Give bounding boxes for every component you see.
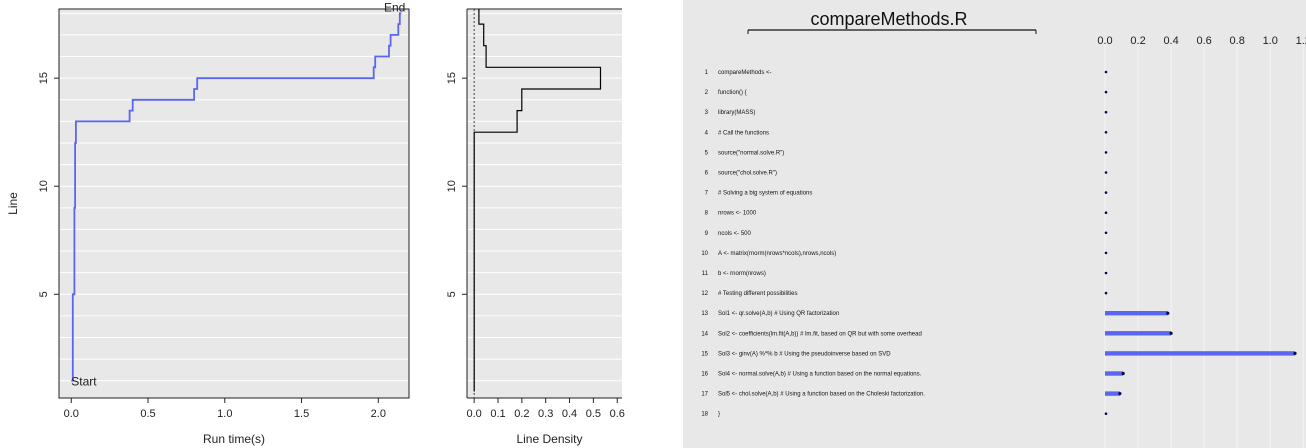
runtime-series-line [71, 12, 402, 382]
density-y-tick-label: 15 [446, 72, 458, 84]
code-bar [1105, 391, 1120, 396]
code-zero-point [1104, 412, 1108, 416]
code-line-number: 12 [701, 291, 708, 297]
code-line-number: 1 [705, 70, 709, 76]
code-bar [1105, 331, 1172, 336]
density-x-tick-label: 0.5 [586, 408, 601, 420]
code-line-number: 14 [701, 331, 708, 337]
density-x-axis-label: Line Density [516, 432, 582, 446]
code-zero-point [1104, 110, 1108, 114]
code-bar [1105, 351, 1295, 356]
code-line-number: 5 [705, 150, 709, 156]
code-x-tick-label: 1.2 [1296, 35, 1306, 47]
code-line-number: 6 [705, 171, 709, 177]
density-step-line [473, 9, 602, 392]
density-y-tick-label: 10 [446, 180, 458, 192]
code-line-text: function() { [718, 90, 747, 96]
density-x-tick-label: 0.0 [467, 408, 482, 420]
density-x-tick-label: 0.6 [610, 408, 625, 420]
density-x-tick-label: 0.3 [538, 408, 553, 420]
code-bar-end-point [1121, 371, 1125, 376]
runtime-x-tick-label: 1.5 [294, 408, 309, 420]
code-line-text: Sol1 <- qr.solve(A,b) # Using QR factori… [718, 311, 839, 317]
code-line-text: Sol4 <- normal.solve(A,b) # Using a func… [718, 372, 922, 378]
code-x-tick-label: 0.2 [1130, 35, 1145, 47]
code-zero-point [1104, 90, 1108, 94]
code-x-tick-label: 0.0 [1097, 35, 1112, 47]
code-line-number: 13 [701, 311, 708, 317]
code-line-text: # Testing different possibilities [718, 291, 798, 297]
code-x-tick-label: 0.8 [1230, 35, 1245, 47]
code-x-tick-label: 0.4 [1163, 35, 1178, 47]
code-zero-point [1104, 191, 1108, 194]
code-line-number: 17 [701, 392, 708, 398]
code-bar [1105, 311, 1168, 316]
code-line-number: 3 [705, 110, 709, 116]
code-zero-point [1104, 70, 1108, 74]
code-line-number: 9 [705, 231, 709, 237]
code-zero-point [1104, 291, 1108, 295]
code-line-text: A <- matrix(rnorm(nrows*ncols),nrows,nco… [718, 251, 836, 257]
code-line-text: ncols <- 500 [718, 231, 752, 237]
code-zero-point [1104, 271, 1108, 275]
code-zero-point [1104, 131, 1108, 134]
density-plot-area [467, 9, 622, 398]
code-line-number: 4 [705, 130, 709, 136]
code-zero-point [1104, 251, 1108, 255]
runtime-plot-area [59, 9, 409, 398]
code-line-text: source("normal.solve.R") [718, 150, 784, 156]
code-line-number: 16 [701, 372, 708, 378]
density-x-tick-label: 0.1 [490, 408, 505, 420]
code-line-number: 10 [701, 251, 708, 257]
code-line-number: 15 [701, 351, 708, 357]
code-line-text: Sol3 <- ginv(A) %*% b # Using the pseudo… [718, 351, 891, 357]
code-line-text: # Solving a big system of equations [718, 191, 812, 197]
code-zero-point [1104, 211, 1108, 214]
runtime-y-tick-label: 5 [38, 291, 50, 297]
code-x-tick-label: 0.6 [1196, 35, 1211, 47]
code-zero-point [1104, 231, 1108, 235]
runtime-annotation: End [384, 0, 405, 14]
code-zero-point [1104, 151, 1108, 154]
density-x-tick-label: 0.4 [562, 408, 577, 420]
runtime-y-tick-label: 10 [38, 180, 50, 192]
density-y-tick-label: 5 [446, 291, 458, 297]
code-line-text: Sol2 <- coefficients(lm.fit(A,b)) # lm.f… [718, 331, 922, 337]
code-line-text: b <- rnorm(nrows) [718, 271, 766, 277]
runtime-x-tick-label: 0.0 [64, 408, 79, 420]
runtime-y-axis-label: Line [6, 192, 20, 215]
density-x-tick-label: 0.2 [514, 408, 529, 420]
runtime-x-tick-label: 0.5 [140, 408, 155, 420]
code-line-number: 2 [705, 90, 709, 96]
runtime-x-tick-label: 1.0 [217, 408, 232, 420]
code-title: compareMethods.R [810, 9, 967, 29]
code-line-text: library(MASS) [718, 110, 755, 116]
runtime-plot-border [58, 8, 410, 399]
code-bar-end-point [1118, 392, 1122, 396]
code-bar-end-point [1293, 351, 1297, 355]
code-panel-background [683, 0, 1306, 448]
code-bar-end-point [1166, 311, 1170, 315]
code-line-text: Sol5 <- chol.solve(A,b) # Using a functi… [718, 392, 925, 398]
code-line-text: nrows <- 1000 [718, 211, 757, 217]
code-line-text: compareMethods <- [718, 70, 772, 76]
code-x-tick-label: 1.0 [1263, 35, 1278, 47]
runtime-y-tick-label: 15 [38, 72, 50, 84]
runtime-x-tick-label: 2.0 [371, 408, 386, 420]
code-line-text: # Call the functions [718, 130, 769, 136]
code-line-number: 7 [705, 191, 709, 197]
runtime-x-axis-label: Run time(s) [203, 432, 265, 446]
code-bar [1105, 371, 1124, 376]
code-zero-point [1104, 171, 1108, 174]
runtime-annotation: Start [71, 375, 97, 389]
code-bar-end-point [1169, 331, 1173, 335]
code-line-number: 11 [702, 271, 709, 277]
code-line-number: 8 [705, 211, 709, 217]
code-line-text: } [718, 412, 720, 418]
code-line-text: source("chol.solve.R") [718, 171, 777, 177]
code-line-number: 18 [701, 412, 708, 418]
